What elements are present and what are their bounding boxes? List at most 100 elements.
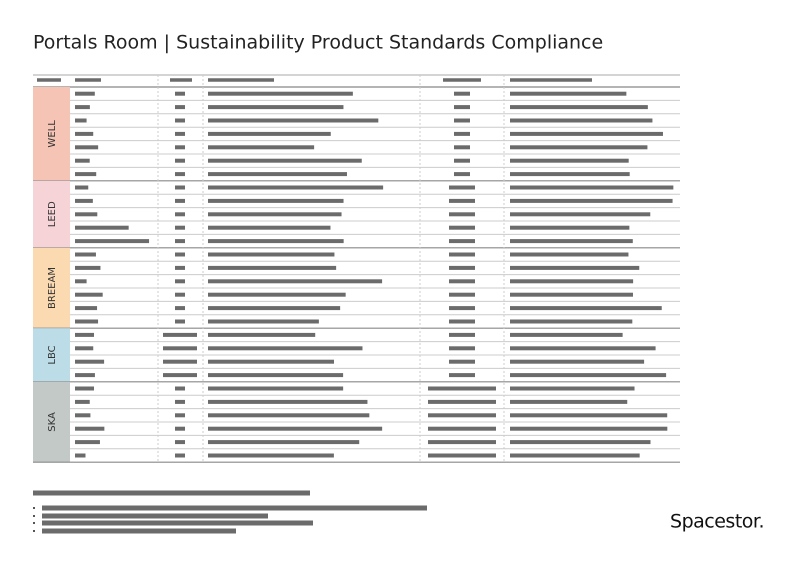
redacted-text — [75, 306, 98, 311]
redacted-text — [208, 145, 315, 150]
redacted-text — [75, 279, 87, 284]
redacted-text — [449, 332, 475, 337]
redacted-text — [208, 131, 331, 136]
redacted-text — [208, 198, 344, 203]
redacted-text — [449, 225, 475, 230]
redacted-text — [175, 225, 185, 230]
redacted-text — [175, 426, 185, 431]
redacted-text — [208, 373, 344, 378]
redacted-text — [510, 279, 634, 284]
redacted-text — [449, 306, 475, 311]
redacted-text — [175, 399, 185, 404]
redacted-text — [75, 185, 89, 190]
redacted-text — [75, 239, 150, 244]
redacted-text — [428, 426, 496, 431]
redacted-text — [208, 292, 346, 297]
redacted-text — [75, 265, 101, 270]
redacted-text — [75, 172, 97, 177]
group-label: BREEAM — [47, 267, 58, 309]
redacted-text — [163, 373, 197, 378]
redacted-text — [175, 252, 185, 257]
redacted-text — [42, 513, 268, 519]
redacted-text — [75, 386, 95, 391]
redacted-text — [510, 440, 651, 445]
redacted-text — [510, 145, 648, 150]
redacted-text — [75, 252, 96, 257]
redacted-text — [510, 292, 633, 297]
redacted-text — [208, 78, 274, 82]
redacted-text — [75, 145, 99, 150]
redacted-text — [510, 91, 627, 96]
redacted-text — [510, 453, 640, 458]
redacted-text — [449, 252, 475, 257]
redacted-text — [510, 332, 623, 337]
redacted-text — [175, 386, 185, 391]
redacted-text — [449, 359, 475, 364]
redacted-text — [75, 426, 105, 431]
redacted-text — [510, 373, 667, 378]
redacted-text — [75, 359, 105, 364]
bullet — [33, 515, 35, 517]
redacted-text — [454, 145, 470, 150]
redacted-text — [449, 373, 475, 378]
redacted-text — [449, 346, 475, 351]
redacted-text — [208, 453, 334, 458]
redacted-text — [510, 346, 656, 351]
redacted-text — [208, 252, 335, 257]
redacted-text — [163, 346, 197, 351]
redacted-text — [510, 413, 668, 418]
redacted-text — [449, 279, 475, 284]
redacted-text — [75, 131, 94, 136]
group-label: WELL — [47, 120, 58, 148]
redacted-text — [42, 520, 313, 526]
redacted-text — [75, 346, 94, 351]
redacted-text — [208, 346, 363, 351]
group-label: LBC — [47, 345, 58, 364]
redacted-text — [510, 172, 630, 177]
redacted-text — [208, 91, 353, 96]
redacted-text — [175, 265, 185, 270]
redacted-text — [175, 91, 185, 96]
group-band — [33, 87, 70, 181]
redacted-text — [75, 399, 90, 404]
redacted-text — [75, 373, 95, 378]
redacted-text — [428, 386, 496, 391]
redacted-text — [510, 399, 628, 404]
redacted-text — [175, 440, 185, 445]
redacted-text — [510, 306, 662, 311]
redacted-text — [37, 78, 61, 82]
redacted-text — [208, 306, 341, 311]
redacted-text — [510, 212, 651, 217]
redacted-text — [208, 185, 384, 190]
redacted-text — [208, 426, 383, 431]
redacted-text — [33, 490, 310, 496]
redacted-text — [75, 225, 129, 230]
redacted-text — [75, 413, 91, 418]
redacted-text — [449, 239, 475, 244]
redacted-text — [454, 158, 470, 163]
redacted-text — [208, 265, 337, 270]
logo: Spacestor. — [670, 511, 764, 533]
redacted-text — [75, 158, 90, 163]
redacted-text — [75, 319, 99, 324]
redacted-text — [510, 185, 674, 190]
redacted-text — [510, 198, 673, 203]
redacted-text — [208, 440, 360, 445]
bullet — [33, 507, 35, 509]
redacted-text — [75, 105, 90, 110]
redacted-text — [175, 319, 185, 324]
redacted-text — [175, 292, 185, 297]
redacted-text — [42, 505, 427, 511]
redacted-text — [449, 198, 475, 203]
redacted-text — [208, 359, 334, 364]
redacted-text — [510, 265, 640, 270]
redacted-text — [163, 359, 197, 364]
redacted-text — [175, 239, 185, 244]
redacted-text — [208, 172, 347, 177]
redacted-text — [170, 78, 192, 82]
redacted-text — [175, 306, 185, 311]
redacted-text — [454, 131, 470, 136]
redacted-text — [510, 118, 653, 123]
